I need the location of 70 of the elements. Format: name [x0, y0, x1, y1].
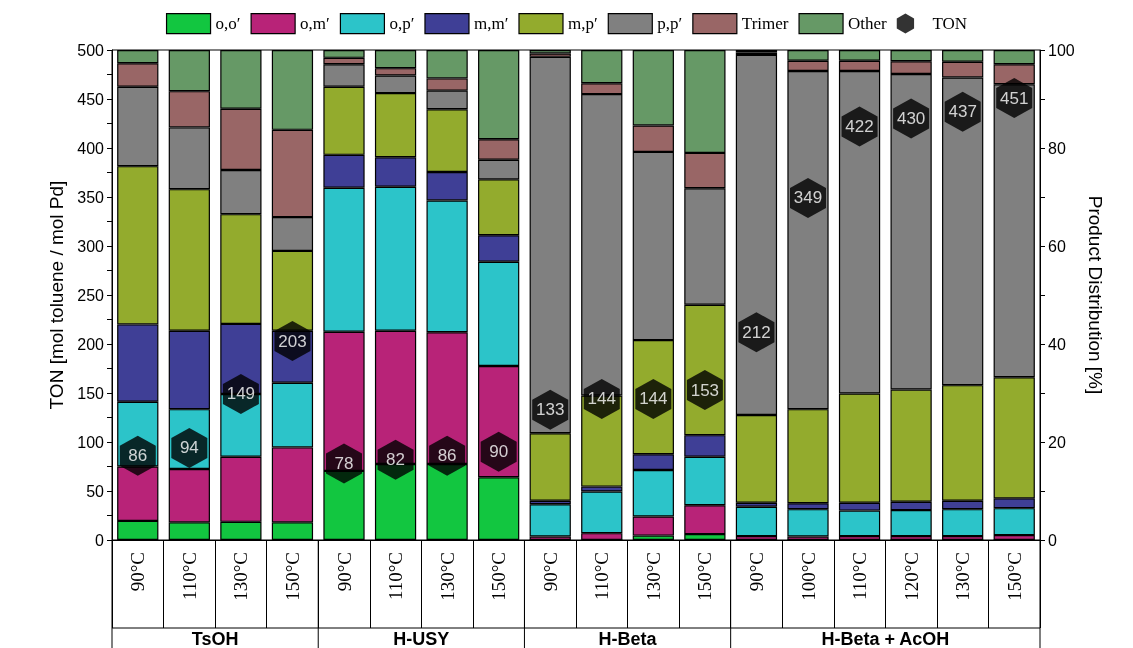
y-tick-label: 100: [77, 433, 105, 451]
legend-label: Other: [848, 14, 888, 34]
data-label: 144: [639, 389, 668, 409]
bar: [735, 506, 778, 537]
data-label: 90: [489, 442, 509, 462]
data-label: 149: [226, 384, 256, 404]
data-label: 349: [793, 188, 823, 208]
data-label: 153: [690, 380, 720, 400]
x-tick-label: 90°C: [745, 552, 767, 592]
data-label: 78: [334, 454, 354, 474]
y2-tick-label: 60: [1048, 237, 1066, 255]
y-tick-label: 50: [86, 482, 105, 500]
y-tick-label: 400: [77, 139, 105, 157]
x-tick-label: 130°C: [436, 552, 458, 601]
y-tick-label: 250: [77, 286, 105, 304]
data-label: 430: [896, 109, 926, 129]
data-label: 422: [845, 116, 874, 136]
data-label: 144: [587, 389, 616, 409]
y-tick-label: 300: [77, 237, 105, 255]
data-label: 203: [278, 331, 307, 351]
text: H-Beta + AcOH: [821, 629, 950, 648]
x-tick-label: 120°C: [900, 552, 922, 601]
legend-label: m,m′: [473, 14, 509, 34]
y2-axis-title: Product Distribution [%]: [1084, 195, 1106, 395]
y2-tick-label: 40: [1048, 335, 1066, 353]
y-tick-label: 450: [77, 90, 105, 108]
x-tick-label: 90°C: [539, 552, 561, 592]
legend-label: Trimer: [741, 14, 789, 34]
y-tick-label: 200: [77, 335, 105, 353]
y-tick-label: 500: [77, 41, 105, 59]
x-tick-label: 110°C: [849, 552, 871, 601]
legend-label: TON: [932, 14, 968, 34]
text: H-USY: [393, 629, 450, 648]
data-label: 451: [1000, 88, 1029, 108]
x-tick-label: 90°C: [127, 552, 149, 592]
x-tick-label: 100°C: [797, 552, 819, 601]
x-tick-label: 130°C: [230, 552, 252, 601]
legend-label: p,p′: [657, 14, 683, 34]
text: H-Beta: [598, 629, 658, 648]
y2-tick-label: 0: [1048, 531, 1057, 549]
x-tick-label: 150°C: [281, 552, 303, 601]
y-tick-label: 350: [77, 188, 105, 206]
y-tick-label: 0: [95, 531, 105, 549]
x-tick-label: 110°C: [591, 552, 613, 601]
bar: [529, 504, 571, 537]
x-tick-label: 130°C: [952, 552, 974, 601]
x-tick-label: 110°C: [385, 552, 407, 601]
x-tick-label: 110°C: [178, 552, 200, 601]
text: TsOH: [191, 629, 239, 648]
y2-tick-label: 20: [1048, 433, 1066, 451]
data-label: 437: [948, 102, 977, 122]
x-tick-label: 150°C: [694, 552, 716, 601]
legend-label: o,p′: [389, 14, 415, 34]
legend-label: o,o′: [215, 14, 241, 34]
data-label: 212: [742, 322, 771, 342]
data-label: 133: [536, 400, 565, 420]
y2-tick-label: 80: [1048, 139, 1066, 157]
x-tick-label: 150°C: [1003, 552, 1025, 601]
x-tick-label: 130°C: [642, 552, 664, 601]
legend-label: o,m′: [300, 14, 330, 34]
y-axis-title: TON [mol toluene / mol Pd]: [46, 180, 68, 410]
y-tick-label: 150: [77, 384, 105, 402]
legend-label: m,p′: [567, 14, 598, 34]
y2-tick-label: 100: [1048, 41, 1075, 59]
x-tick-label: 90°C: [333, 552, 355, 592]
data-label: 86: [128, 446, 148, 466]
data-label: 94: [179, 438, 199, 458]
data-label: 82: [386, 450, 406, 470]
data-label: 86: [437, 446, 457, 466]
x-tick-label: 150°C: [488, 552, 510, 601]
